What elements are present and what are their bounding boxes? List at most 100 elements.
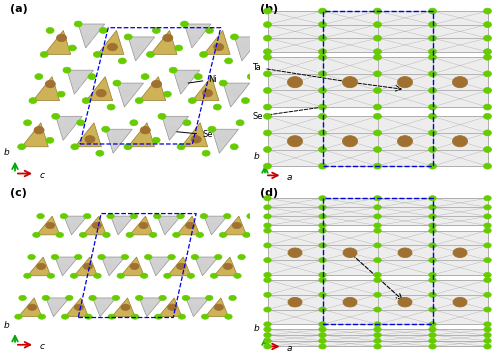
Polygon shape	[181, 123, 208, 147]
Circle shape	[264, 8, 272, 14]
Circle shape	[146, 51, 154, 58]
Polygon shape	[86, 77, 113, 100]
Polygon shape	[128, 123, 154, 147]
Circle shape	[208, 126, 216, 132]
Circle shape	[484, 163, 492, 169]
Circle shape	[108, 314, 116, 319]
Circle shape	[126, 232, 134, 237]
Circle shape	[28, 304, 36, 310]
Circle shape	[29, 98, 37, 104]
Circle shape	[484, 130, 492, 136]
Circle shape	[163, 223, 171, 228]
Circle shape	[187, 273, 194, 278]
Circle shape	[374, 338, 382, 343]
Polygon shape	[212, 129, 238, 153]
Bar	[268, 116, 488, 166]
Circle shape	[319, 292, 326, 297]
Text: Ta: Ta	[252, 63, 348, 82]
Circle shape	[319, 243, 326, 248]
Circle shape	[484, 113, 492, 119]
Circle shape	[202, 89, 212, 97]
Circle shape	[135, 98, 143, 104]
Circle shape	[121, 304, 130, 310]
Circle shape	[319, 223, 326, 228]
Circle shape	[318, 8, 326, 14]
Polygon shape	[139, 77, 166, 100]
Circle shape	[178, 314, 186, 319]
Circle shape	[192, 305, 200, 310]
Circle shape	[102, 232, 110, 237]
Circle shape	[264, 272, 271, 278]
Circle shape	[230, 90, 238, 97]
Circle shape	[154, 314, 162, 319]
Circle shape	[96, 89, 106, 97]
Circle shape	[118, 58, 126, 64]
Circle shape	[46, 137, 54, 143]
Circle shape	[241, 44, 250, 50]
Bar	[322, 11, 432, 166]
Circle shape	[168, 304, 176, 310]
Circle shape	[107, 214, 114, 219]
Circle shape	[154, 264, 162, 269]
Circle shape	[94, 51, 102, 58]
Circle shape	[236, 120, 244, 126]
Circle shape	[374, 214, 382, 219]
Circle shape	[264, 243, 271, 248]
Circle shape	[168, 255, 175, 260]
Circle shape	[374, 113, 382, 119]
Circle shape	[288, 136, 302, 147]
Circle shape	[264, 49, 272, 55]
Circle shape	[136, 295, 143, 300]
Circle shape	[288, 248, 302, 257]
Circle shape	[374, 344, 382, 349]
Circle shape	[46, 80, 56, 88]
Circle shape	[428, 22, 436, 28]
Polygon shape	[44, 31, 71, 54]
Polygon shape	[18, 298, 42, 317]
Polygon shape	[112, 298, 135, 317]
Circle shape	[484, 49, 492, 55]
Circle shape	[134, 44, 143, 50]
Circle shape	[428, 35, 436, 41]
Circle shape	[74, 21, 82, 27]
Text: (a): (a)	[10, 4, 28, 14]
Circle shape	[429, 327, 436, 332]
Polygon shape	[223, 216, 246, 235]
Circle shape	[374, 147, 382, 153]
Circle shape	[398, 77, 412, 88]
Circle shape	[220, 232, 227, 237]
Circle shape	[374, 130, 382, 136]
Circle shape	[264, 327, 271, 332]
Text: $a$: $a$	[286, 344, 293, 353]
Circle shape	[264, 278, 271, 283]
Polygon shape	[192, 77, 219, 100]
Circle shape	[264, 292, 271, 297]
Text: Se: Se	[172, 130, 212, 139]
Circle shape	[224, 263, 232, 269]
Circle shape	[342, 77, 357, 88]
Polygon shape	[130, 216, 153, 235]
Circle shape	[429, 243, 436, 248]
Circle shape	[188, 98, 196, 104]
Polygon shape	[223, 83, 250, 107]
Circle shape	[318, 49, 326, 55]
Circle shape	[374, 205, 382, 210]
Circle shape	[38, 314, 46, 319]
Circle shape	[429, 205, 436, 210]
Text: $b$: $b$	[252, 322, 260, 333]
Circle shape	[484, 205, 491, 210]
Text: $c$: $c$	[39, 171, 46, 180]
Circle shape	[453, 248, 467, 257]
Polygon shape	[106, 129, 132, 153]
Circle shape	[140, 273, 148, 278]
Circle shape	[84, 314, 92, 319]
Circle shape	[130, 120, 138, 126]
Circle shape	[92, 223, 102, 229]
Circle shape	[102, 126, 110, 132]
Circle shape	[484, 35, 492, 41]
Circle shape	[164, 91, 172, 97]
Circle shape	[264, 307, 271, 312]
Circle shape	[210, 223, 218, 228]
Circle shape	[80, 232, 87, 237]
Circle shape	[428, 163, 436, 169]
